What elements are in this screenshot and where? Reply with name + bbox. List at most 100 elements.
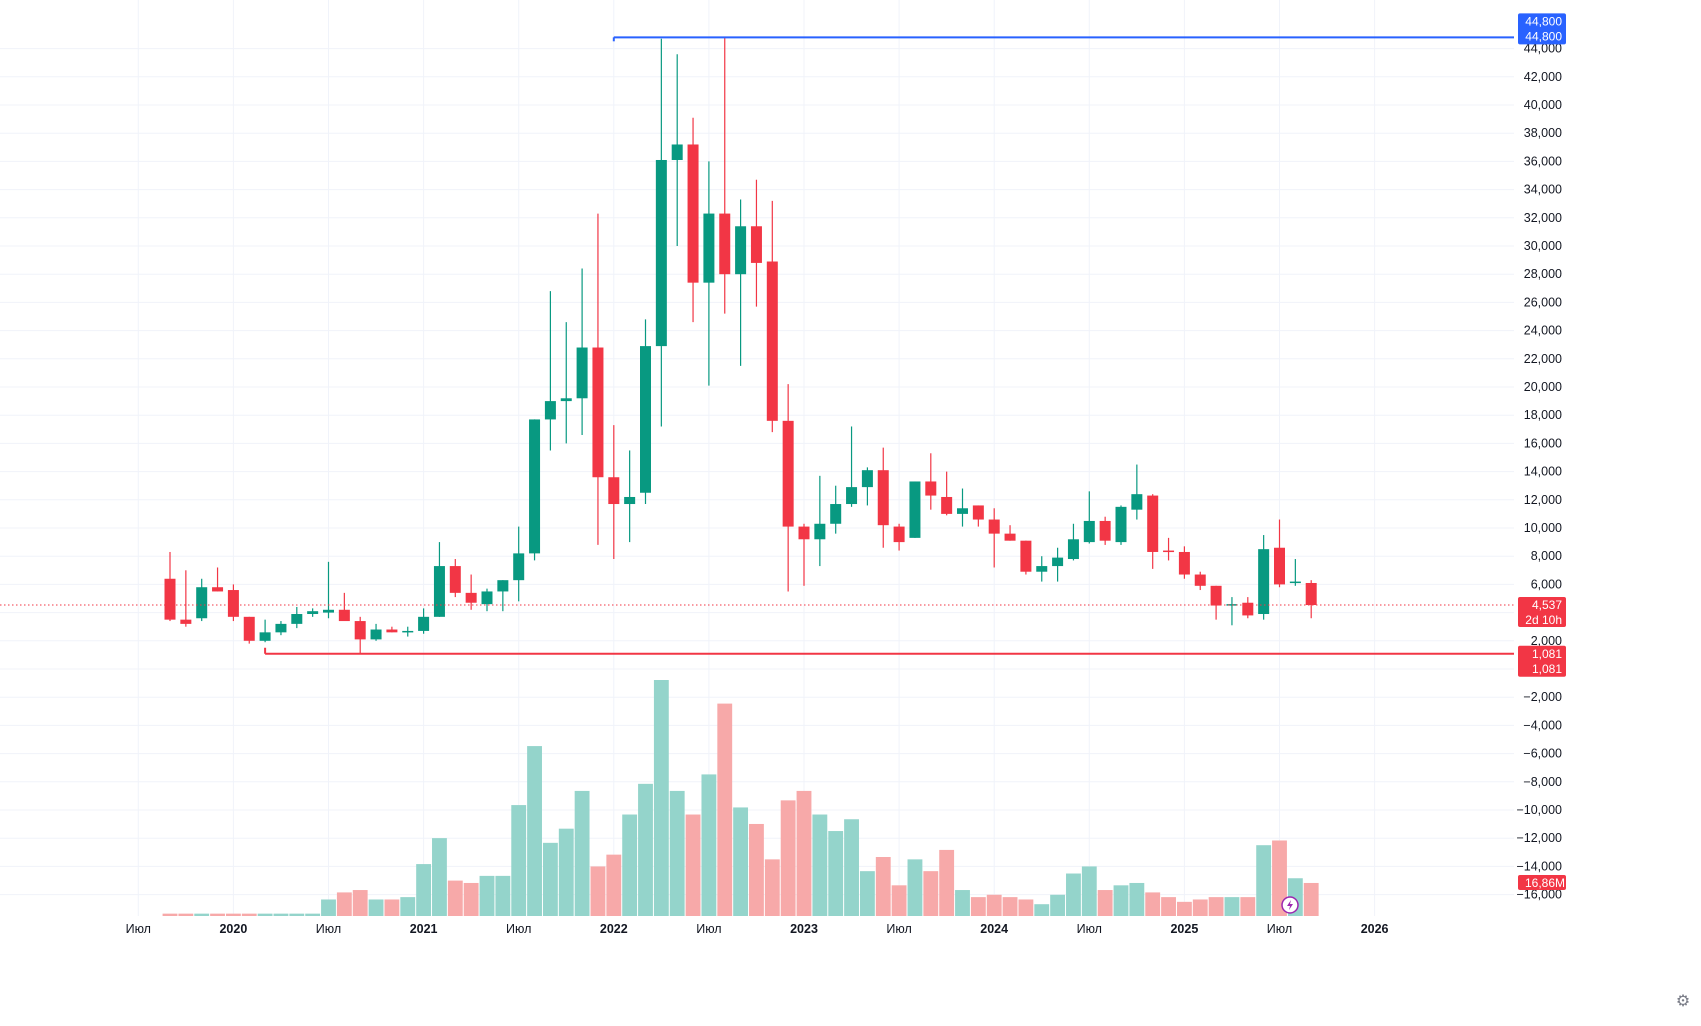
candle-body — [925, 481, 937, 496]
volume-bar — [368, 899, 384, 916]
volume-bar — [416, 864, 432, 916]
candle-body — [1210, 585, 1222, 606]
volume-bar — [1224, 897, 1240, 916]
candle-body — [846, 487, 858, 505]
time-axis-label: 2021 — [410, 922, 438, 936]
volume-bar — [859, 871, 875, 916]
candle-body — [481, 591, 493, 605]
volume-bar — [1161, 897, 1176, 916]
volume-bar — [352, 890, 368, 916]
candle-body — [560, 398, 572, 402]
price-tick-label: 2,000 — [1531, 634, 1562, 648]
candle-body — [370, 629, 382, 640]
candle-body — [909, 481, 921, 538]
volume-bar — [907, 859, 923, 916]
volume-bar — [1303, 882, 1319, 916]
volume-bar — [812, 814, 828, 916]
volume-bar — [1018, 899, 1034, 916]
price-tick-label: 42,000 — [1524, 70, 1562, 84]
volume-bar — [939, 849, 955, 916]
volume-bar — [717, 703, 733, 916]
volume-bar — [289, 913, 305, 916]
volume-bar — [210, 913, 225, 916]
candle-body — [212, 587, 224, 592]
volume-bar — [606, 854, 622, 916]
price-tick-label: 36,000 — [1524, 154, 1562, 168]
candle-body — [750, 226, 762, 263]
candle-body — [576, 347, 588, 399]
volume-bar — [796, 790, 812, 916]
candle-body — [640, 346, 651, 493]
volume-bar — [1256, 845, 1272, 916]
candle-body — [1274, 547, 1285, 585]
volume-bar — [669, 790, 685, 916]
gear-icon[interactable]: ⚙ — [1675, 993, 1691, 1010]
candle-body — [1083, 520, 1095, 543]
candle-body — [798, 526, 810, 540]
candle-body — [196, 587, 208, 619]
volume-bar — [653, 680, 669, 916]
candle-body — [1194, 574, 1206, 586]
time-axis-label: Июл — [886, 922, 911, 936]
price-tick-label: −14,000 — [1516, 859, 1562, 873]
candle-body — [338, 609, 350, 622]
candle-body — [1226, 604, 1238, 606]
lightning-glyph — [1287, 900, 1293, 910]
time-axis-label: Июл — [316, 922, 341, 936]
candle-body — [1036, 566, 1048, 572]
volume-bar — [828, 831, 844, 916]
candle-body — [418, 616, 430, 631]
time-axis-label: 2026 — [1361, 922, 1389, 936]
candle-body — [988, 519, 1000, 534]
low-price-badge — [1518, 645, 1566, 677]
volume-bar — [1272, 840, 1287, 916]
last-price-badge-text: 4,537 — [1532, 598, 1562, 612]
candle-body — [608, 477, 620, 505]
volume-bar — [511, 805, 527, 916]
candle-body — [1163, 550, 1175, 553]
volume-bar — [574, 790, 590, 916]
candle-body — [1147, 495, 1159, 552]
candle-body — [1289, 581, 1301, 584]
price-tick-label: −8,000 — [1523, 775, 1562, 789]
volume-bar — [194, 913, 210, 916]
candle-body — [687, 144, 699, 283]
candle-body — [877, 470, 889, 526]
volume-badge-text: 16,86M — [1525, 876, 1565, 890]
price-tick-label: 12,000 — [1524, 493, 1562, 507]
volume-bar — [701, 774, 717, 916]
price-tick-label: 40,000 — [1524, 98, 1562, 112]
candle-body — [433, 566, 445, 617]
price-tick-label: 44,000 — [1524, 42, 1562, 56]
time-axis-label: Июл — [1267, 922, 1292, 936]
price-tick-label: 20,000 — [1524, 380, 1562, 394]
price-tick-label: −16,000 — [1516, 888, 1562, 902]
candle-body — [323, 609, 334, 613]
volume-bar — [479, 875, 495, 916]
price-tick-label: 26,000 — [1524, 295, 1562, 309]
time-axis-label: Июл — [1077, 922, 1102, 936]
volume-bar — [384, 899, 400, 916]
candle-body — [735, 226, 747, 275]
volume-bar — [162, 913, 178, 916]
candle-body — [830, 504, 842, 524]
price-tick-label: 14,000 — [1524, 465, 1562, 479]
candle-body — [449, 566, 461, 593]
volume-bar — [844, 819, 859, 916]
volume-bar — [447, 880, 463, 916]
volume-bar — [527, 746, 542, 916]
price-tick-label: 18,000 — [1524, 408, 1562, 422]
volume-bar — [1192, 899, 1208, 916]
high-price-badge-text: 44,800 — [1525, 14, 1562, 28]
candle-body — [164, 578, 176, 620]
price-tick-label: 8,000 — [1531, 549, 1562, 563]
candle-body — [291, 614, 303, 624]
candle-body — [402, 630, 414, 633]
volume-bar — [1097, 890, 1113, 916]
candle-body — [259, 632, 271, 641]
volume-bar — [1176, 901, 1192, 916]
price-tick-label: −6,000 — [1523, 747, 1562, 761]
time-axis-label: 2022 — [600, 922, 628, 936]
